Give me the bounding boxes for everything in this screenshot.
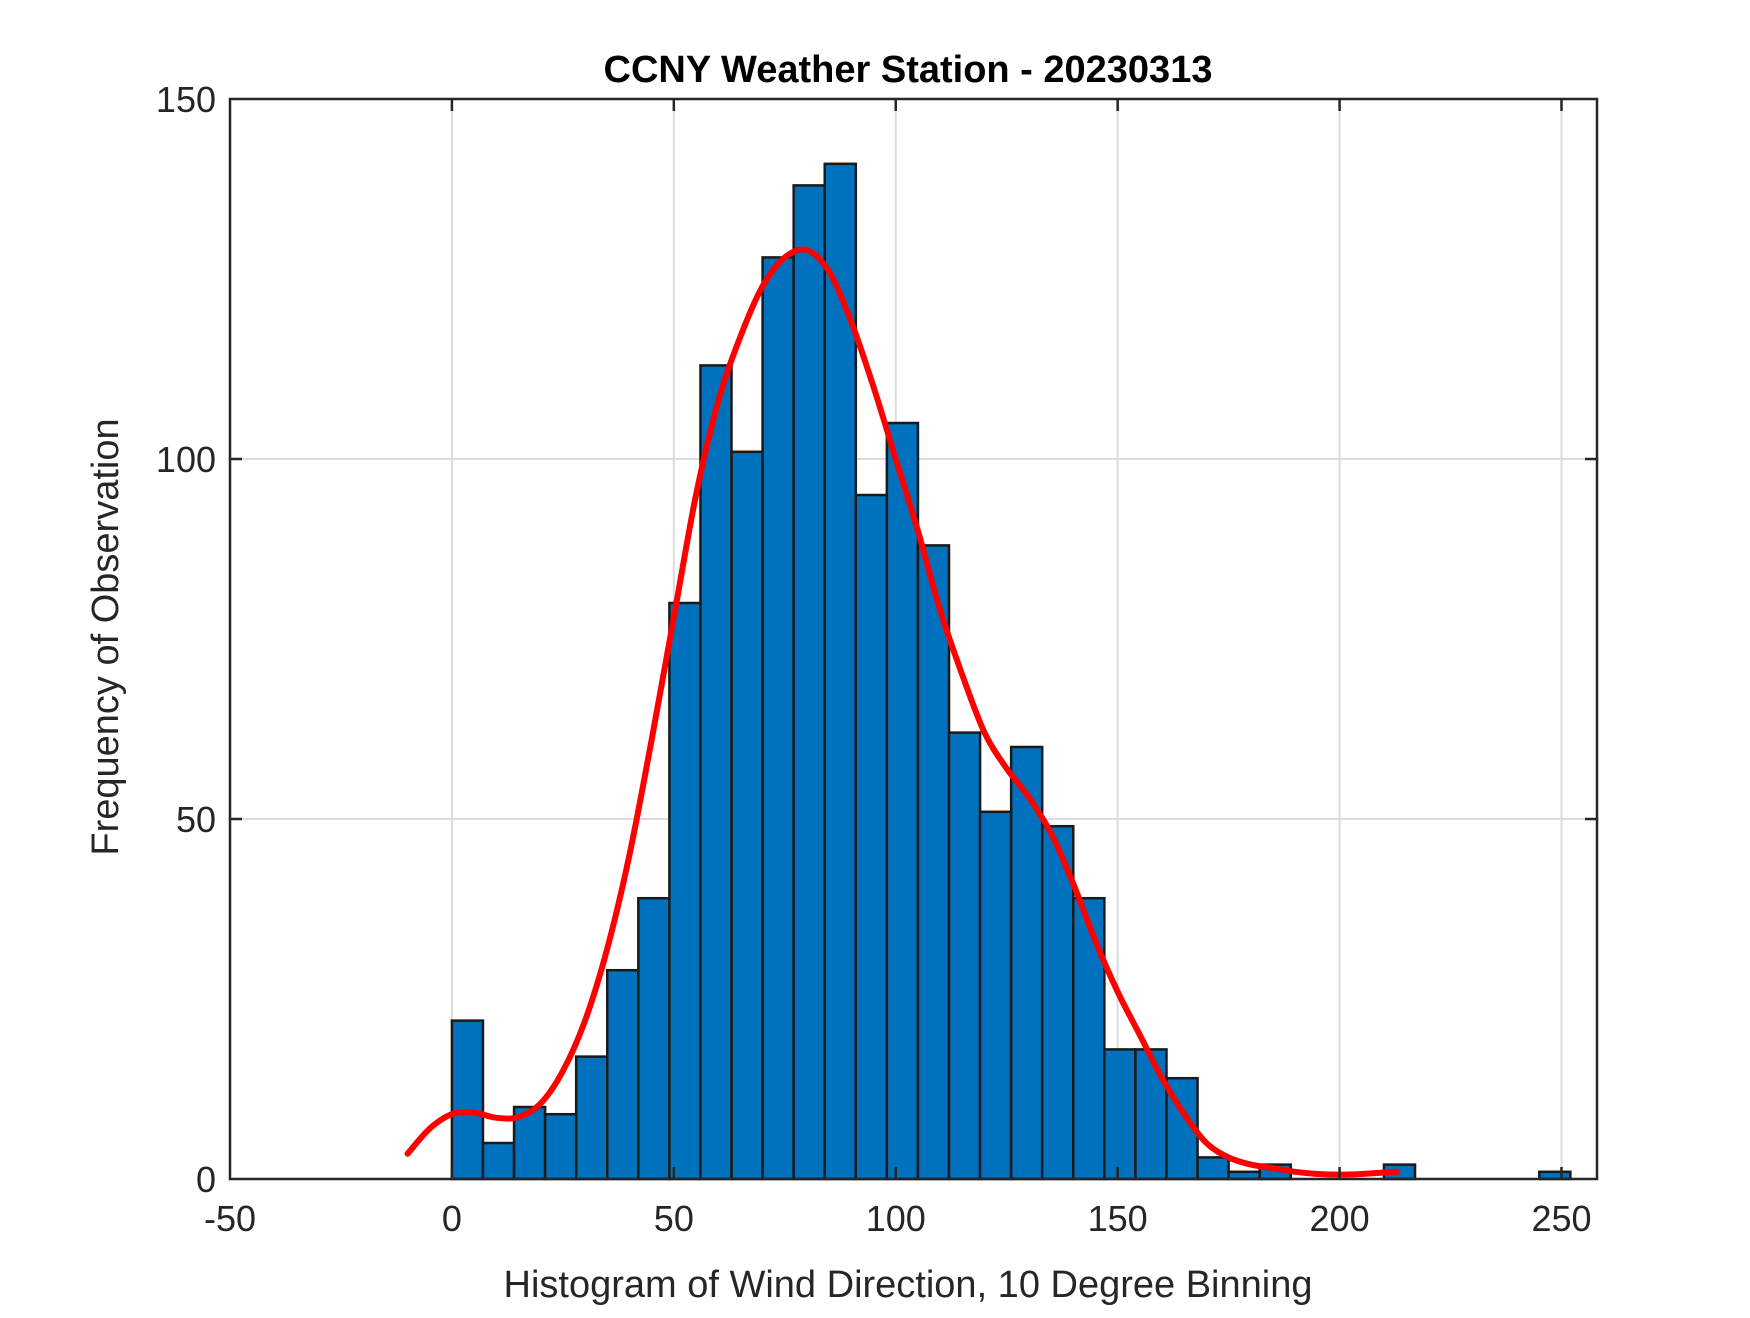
histogram-bar-9 (730, 450, 764, 1181)
y-tick-label-0: 0 (196, 1159, 216, 1200)
histogram-bar-24 (1196, 1156, 1230, 1181)
tick-marks (230, 99, 1597, 1179)
histogram-bar-20 (1072, 896, 1106, 1181)
histogram-bar-6 (637, 896, 671, 1181)
x-tick-label-5: 200 (1310, 1198, 1370, 1239)
chart-title: CCNY Weather Station - 20230313 (604, 49, 1213, 91)
x-axis-label: Histogram of Wind Direction, 10 Degree B… (504, 1264, 1313, 1306)
histogram-bar-18 (1009, 745, 1044, 1181)
x-tick-label-1: 0 (442, 1198, 462, 1239)
x-tick-label-3: 100 (866, 1198, 926, 1239)
histogram-bar-10 (761, 256, 795, 1181)
histogram-bar-12 (823, 162, 858, 1181)
x-tick-label-6: 250 (1531, 1198, 1591, 1239)
histogram-bar-15 (916, 544, 951, 1181)
histogram-bar-5 (606, 968, 640, 1181)
y-tick-label-1: 50 (176, 799, 216, 840)
fit-curve-line (404, 246, 1401, 1178)
y-axis-label: Frequency of Observation (85, 418, 127, 855)
histogram-bar-17 (978, 810, 1013, 1181)
histogram-bars (450, 162, 1572, 1181)
histogram-bar-14 (885, 421, 920, 1181)
histogram-bar-4 (574, 1055, 609, 1181)
histogram-bar-0 (450, 1019, 485, 1181)
histogram-bar-13 (854, 493, 889, 1181)
y-tick-label-2: 100 (156, 439, 216, 480)
fit-curve-layer (404, 246, 1401, 1178)
histogram-bar-11 (792, 184, 826, 1181)
x-tick-label-4: 150 (1088, 1198, 1148, 1239)
histogram-bar-22 (1134, 1048, 1168, 1181)
y-tick-label-3: 150 (156, 79, 216, 120)
x-tick-label-0: -50 (204, 1198, 256, 1239)
histogram-bar-7 (668, 601, 702, 1181)
x-tick-label-2: 50 (654, 1198, 694, 1239)
histogram-bar-16 (947, 731, 982, 1181)
histogram-bar-3 (543, 1112, 578, 1181)
plot-frame (228, 97, 1599, 1181)
histogram-bar-21 (1103, 1048, 1137, 1181)
histogram-bar-1 (481, 1141, 516, 1181)
axes-frame (228, 97, 1599, 1181)
histogram-bar-8 (699, 364, 733, 1181)
